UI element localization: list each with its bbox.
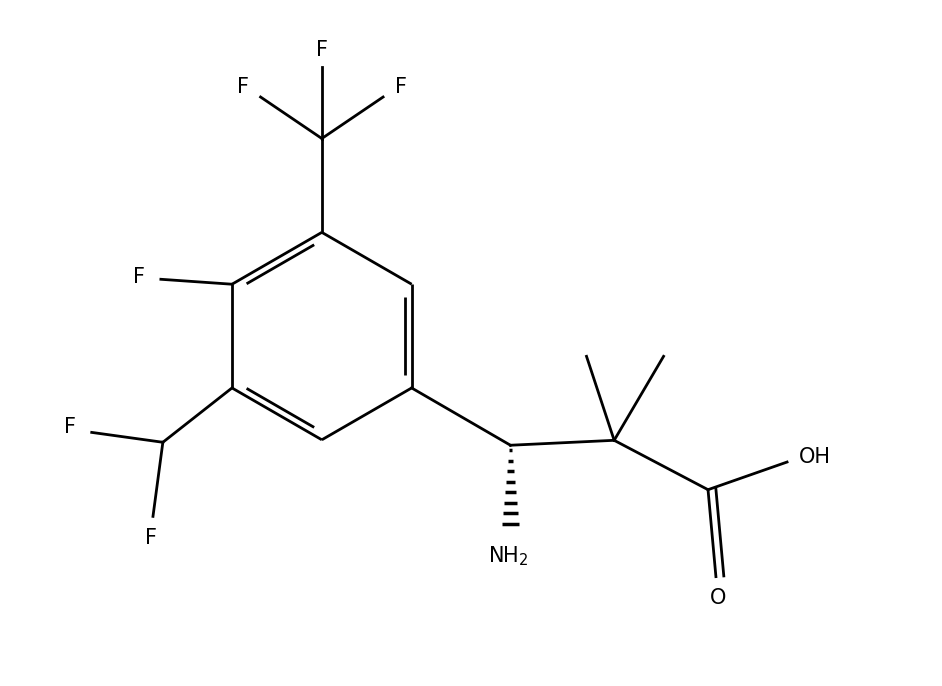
Text: F: F xyxy=(316,40,328,60)
Text: F: F xyxy=(133,268,145,287)
Text: F: F xyxy=(145,528,157,548)
Text: F: F xyxy=(236,77,249,97)
Text: F: F xyxy=(395,77,407,97)
Text: F: F xyxy=(64,418,76,438)
Text: O: O xyxy=(709,589,726,608)
Text: NH$_2$: NH$_2$ xyxy=(488,544,528,568)
Text: OH: OH xyxy=(799,447,831,467)
